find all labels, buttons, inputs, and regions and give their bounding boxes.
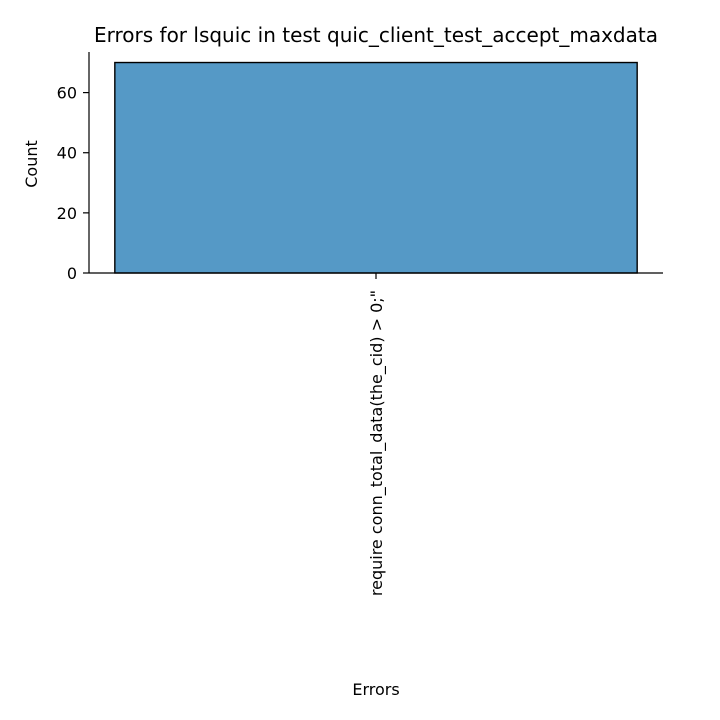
plot-area: require conn_total_data(the_cid) > 0;" 0 2…: [57, 52, 663, 596]
y-axis-label: Count: [22, 140, 41, 188]
bar-0: [114, 61, 638, 274]
x-tick-label-0: require conn_total_data(the_cid) > 0;": [367, 290, 387, 596]
y-tick-label-1: 20: [57, 204, 77, 223]
chart-title: Errors for lsquic in test quic_client_te…: [94, 23, 658, 47]
x-axis-label: Errors: [352, 680, 399, 699]
y-tick-label-0: 0: [67, 264, 77, 283]
y-tick-label-3: 60: [57, 84, 77, 103]
y-tick-label-2: 40: [57, 144, 77, 163]
